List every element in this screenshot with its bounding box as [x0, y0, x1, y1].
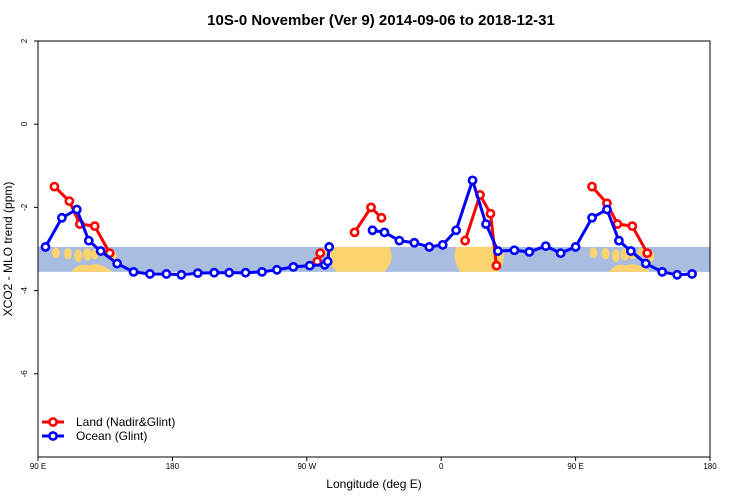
land-data-point [315, 248, 326, 259]
x-tick-label: 90 E [567, 462, 583, 471]
island-shape [83, 248, 92, 261]
ocean-data-point [145, 269, 155, 279]
island-shape [601, 248, 610, 260]
x-tick-label: 0 [439, 462, 444, 471]
ocean-data-point [161, 269, 172, 279]
land-data-point [64, 196, 75, 207]
ocean-data-point [602, 204, 612, 215]
y-axis: 2 0 -2 -4 -6 [20, 38, 38, 377]
map-band [38, 246, 710, 272]
ocean-data-point [540, 241, 551, 251]
ocean-data-point [625, 246, 636, 256]
y-axis-label: XCO2 - MLO trend (ppm) [1, 182, 15, 317]
ocean-data-point [95, 246, 106, 256]
ocean-data-point [555, 248, 566, 259]
land-data-point [366, 202, 376, 213]
ocean-data-point [570, 242, 581, 252]
island-shape [589, 247, 598, 259]
ocean-data-point [367, 225, 378, 236]
land-data-point [49, 181, 60, 192]
ocean-data-point [56, 212, 67, 223]
ocean-data-point [324, 242, 335, 252]
x-tick-label: 180 [166, 462, 180, 471]
ocean-data-point [493, 246, 503, 256]
land-data-point [376, 212, 387, 223]
australia-shape [608, 264, 651, 272]
ocean-data-point [288, 261, 299, 272]
island-shape [51, 247, 60, 259]
land-data-point [627, 221, 638, 232]
land-data-point [89, 221, 100, 232]
y-tick-label: -6 [20, 370, 29, 378]
y-tick-label: 2 [20, 38, 29, 43]
x-tick-label: 90 W [297, 462, 316, 471]
island-shape [74, 249, 83, 262]
plot-frame [37, 40, 711, 458]
ocean-data-point [209, 267, 220, 278]
australia-shape [70, 264, 113, 272]
ocean-data-point [128, 266, 139, 277]
ocean-data-point [322, 256, 333, 267]
ocean-data-point [481, 219, 491, 229]
ocean-data-point [394, 235, 405, 246]
y-tick-label: -4 [20, 286, 29, 294]
legend-ocean-marker [48, 431, 58, 441]
chart-title: 10S-0 November (Ver 9) 2014-09-06 to 201… [207, 12, 555, 29]
ocean-data-point [240, 267, 251, 278]
land-data-point [642, 248, 653, 259]
land-data-point [485, 208, 496, 219]
south-america-shape [323, 246, 392, 272]
y-tick-label: -2 [20, 203, 29, 211]
ocean-data-point [509, 245, 520, 256]
island-shape [63, 248, 72, 260]
ocean-data-point [672, 269, 683, 280]
ocean-data-point [304, 260, 315, 271]
y-tick-label: 0 [20, 121, 29, 126]
legend-land-label: Land (Nadir&Glint) [76, 415, 175, 429]
ocean-data-point [687, 269, 697, 279]
ocean-data-point [40, 242, 51, 252]
legend-ocean-label: Ocean (Glint) [76, 429, 147, 443]
ocean-data-point [257, 266, 267, 277]
ocean-data-point [112, 258, 123, 269]
land-data-point [491, 260, 502, 271]
ocean-data-point [437, 239, 448, 250]
x-tick-label: 180 [703, 462, 717, 471]
land-data-point [460, 235, 470, 246]
ocean-data-point [379, 227, 390, 238]
ocean-data-point [224, 267, 235, 278]
ocean-data-point [614, 235, 624, 246]
ocean-data-point [83, 235, 94, 246]
ocean-data-point [71, 204, 82, 215]
x-axis-label: Longitude (deg E) [326, 477, 421, 491]
land-data-point [349, 227, 360, 238]
ocean-data-point [176, 269, 187, 280]
ocean-data-point [467, 175, 478, 186]
ocean-data-point [657, 266, 668, 277]
legend-land-marker [48, 417, 58, 427]
ocean-data-point [272, 264, 282, 275]
ocean-data-point [192, 268, 203, 279]
ocean-data-point [409, 237, 420, 248]
x-axis: 90 E 180 90 W 0 90 E 180 [30, 457, 717, 471]
ocean-data-point [640, 258, 651, 269]
series-layer [40, 175, 697, 280]
ocean-data-point [451, 225, 462, 236]
legend: Land (Nadir&Glint)Ocean (Glint) [42, 415, 175, 443]
x-tick-label: 90 E [30, 462, 46, 471]
ocean-data-point [424, 242, 435, 252]
ocean-data-point [524, 247, 535, 257]
ocean-data-point [587, 212, 597, 223]
island-shape [611, 249, 620, 262]
land-data-point [587, 181, 597, 192]
